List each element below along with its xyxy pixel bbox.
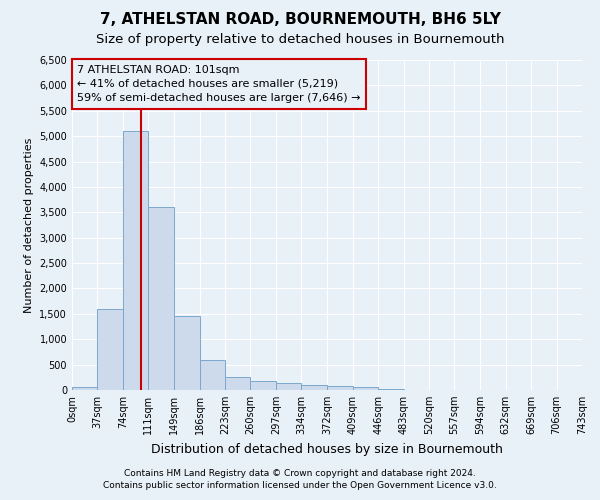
Text: 7 ATHELSTAN ROAD: 101sqm
← 41% of detached houses are smaller (5,219)
59% of sem: 7 ATHELSTAN ROAD: 101sqm ← 41% of detach…	[77, 65, 361, 103]
Text: Size of property relative to detached houses in Bournemouth: Size of property relative to detached ho…	[96, 32, 504, 46]
X-axis label: Distribution of detached houses by size in Bournemouth: Distribution of detached houses by size …	[151, 442, 503, 456]
Bar	[148, 207, 174, 390]
Y-axis label: Number of detached properties: Number of detached properties	[24, 138, 34, 312]
Text: Contains HM Land Registry data © Crown copyright and database right 2024.: Contains HM Land Registry data © Crown c…	[124, 468, 476, 477]
Bar	[200, 360, 225, 390]
Bar	[250, 382, 276, 390]
Bar	[301, 385, 328, 390]
Bar	[225, 378, 250, 390]
Bar	[328, 386, 353, 390]
Bar	[72, 388, 97, 390]
Bar	[174, 316, 200, 390]
Bar	[123, 131, 148, 390]
Bar	[353, 388, 378, 390]
Text: 7, ATHELSTAN ROAD, BOURNEMOUTH, BH6 5LY: 7, ATHELSTAN ROAD, BOURNEMOUTH, BH6 5LY	[100, 12, 500, 28]
Bar	[97, 309, 123, 390]
Bar	[276, 384, 301, 390]
Text: Contains public sector information licensed under the Open Government Licence v3: Contains public sector information licen…	[103, 481, 497, 490]
